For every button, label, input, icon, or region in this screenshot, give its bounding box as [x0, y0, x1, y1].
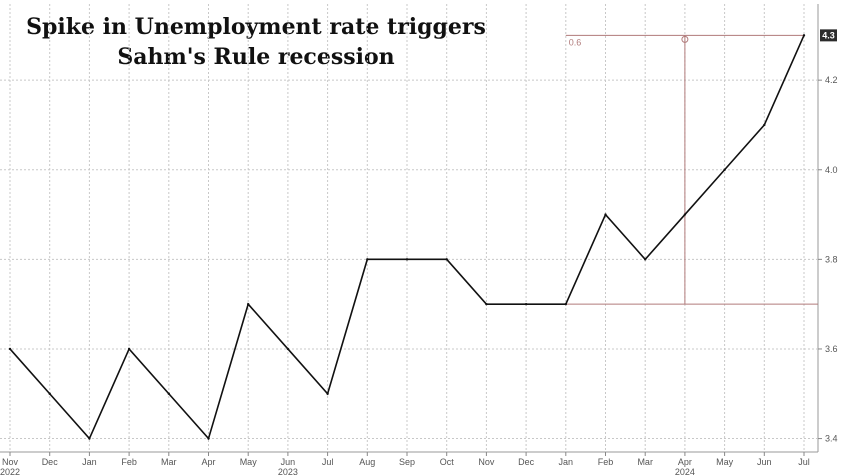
annotation-label: 0.6 — [569, 37, 582, 47]
chart-title: Spike in Unemployment rate triggers Sahm… — [6, 12, 506, 72]
x-tick-label: Sep — [399, 457, 415, 467]
last-value-box — [820, 29, 837, 42]
data-point — [8, 347, 12, 351]
last-value-label: 4.3 — [822, 30, 835, 40]
data-point — [207, 437, 210, 440]
x-tick-label: Dec — [42, 457, 59, 467]
x-tick-label: Feb — [598, 457, 614, 467]
data-point — [485, 302, 488, 306]
data-point — [802, 34, 806, 37]
data-point — [88, 437, 91, 440]
y-tick-label: 4.2 — [825, 75, 838, 85]
title-line-1: Spike in Unemployment rate triggers — [26, 14, 486, 40]
x-tick-label: Jun — [281, 457, 296, 467]
x-year-label: 2023 — [278, 467, 298, 476]
data-point — [48, 392, 51, 395]
data-point — [604, 213, 607, 216]
data-point — [167, 392, 170, 395]
title-line-2: Sahm's Rule recession — [117, 44, 395, 70]
data-point — [247, 302, 250, 306]
x-tick-label: Jul — [322, 457, 334, 467]
data-point — [564, 302, 567, 306]
x-tick-label: May — [240, 457, 258, 467]
data-point — [524, 302, 528, 306]
data-point — [286, 347, 290, 351]
x-tick-label: Apr — [678, 457, 692, 467]
data-point — [366, 258, 369, 261]
data-point — [763, 123, 766, 127]
x-tick-label: Oct — [440, 457, 455, 467]
x-tick-label: Jan — [82, 457, 97, 467]
data-point — [445, 258, 448, 261]
x-tick-label: Jan — [559, 457, 574, 467]
y-tick-label: 3.6 — [825, 344, 838, 354]
x-tick-label: Mar — [637, 457, 653, 467]
x-year-label: 2024 — [675, 467, 695, 476]
y-tick-label: 3.8 — [825, 254, 838, 264]
data-point — [326, 392, 329, 395]
data-point — [127, 347, 131, 351]
x-tick-label: May — [716, 457, 734, 467]
x-tick-label: Nov — [2, 457, 19, 467]
x-tick-label: Nov — [478, 457, 495, 467]
data-point — [644, 258, 647, 261]
y-tick-label: 3.4 — [825, 434, 838, 444]
data-point — [683, 213, 687, 216]
x-tick-label: Jul — [798, 457, 810, 467]
x-tick-label: Mar — [161, 457, 177, 467]
x-tick-label: Dec — [518, 457, 535, 467]
annotation-marker — [681, 35, 689, 43]
x-year-label: 2022 — [0, 467, 20, 476]
data-point — [405, 258, 409, 261]
x-tick-label: Jun — [757, 457, 772, 467]
data-point — [723, 168, 726, 171]
x-tick-label: Apr — [201, 457, 215, 467]
x-tick-label: Aug — [359, 457, 375, 467]
y-tick-label: 4.0 — [825, 165, 838, 175]
x-tick-label: Feb — [121, 457, 137, 467]
